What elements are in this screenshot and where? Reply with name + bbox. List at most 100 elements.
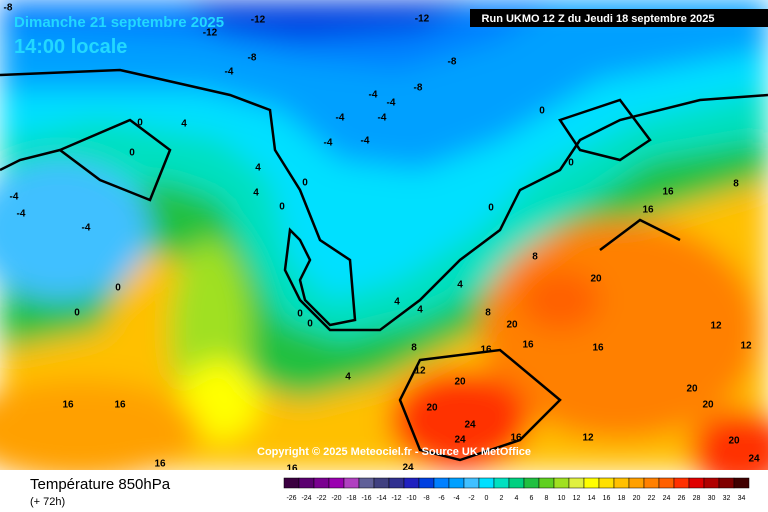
isotherm-label: 24 <box>402 463 414 474</box>
isotherm-label: 16 <box>510 433 522 444</box>
isotherm-label: 20 <box>686 384 698 395</box>
isotherm-label: -4 <box>387 98 396 109</box>
isotherm-label: -8 <box>4 3 13 14</box>
legend-label: 26 <box>678 495 686 502</box>
legend-swatch <box>493 477 510 489</box>
legend-label: 16 <box>603 495 611 502</box>
legend-label: 32 <box>723 495 731 502</box>
legend-swatch <box>403 477 420 489</box>
isotherm-label: 0 <box>115 283 121 294</box>
isotherm-label: 8 <box>411 343 417 354</box>
isotherm-label: 8 <box>532 252 538 263</box>
legend-label: 14 <box>588 495 596 502</box>
legend-swatch <box>538 477 555 489</box>
isotherm-label: 8 <box>485 308 491 319</box>
legend-label: 18 <box>618 495 626 502</box>
legend-label: 10 <box>558 495 566 502</box>
legend-label: 30 <box>708 495 716 502</box>
isotherm-label: 16 <box>642 205 654 216</box>
isotherm-label: 20 <box>702 400 714 411</box>
legend-swatch <box>328 477 345 489</box>
legend-label: 0 <box>485 495 489 502</box>
legend-label: 20 <box>633 495 641 502</box>
isotherm-label: 16 <box>592 343 604 354</box>
isotherm-label: 0 <box>129 148 135 159</box>
time-label: 14:00 locale <box>14 36 127 58</box>
isotherm-label: 4 <box>417 305 423 316</box>
isotherm-label: 0 <box>488 203 494 214</box>
isotherm-label: 12 <box>710 321 722 332</box>
legend-swatch <box>508 477 525 489</box>
legend-swatch <box>343 477 360 489</box>
legend-label: 24 <box>663 495 671 502</box>
legend-swatch <box>688 477 705 489</box>
footer-lead: (+ 72h) <box>30 496 65 508</box>
isotherm-label: 16 <box>114 400 126 411</box>
legend-label: 34 <box>738 495 746 502</box>
legend-label: -6 <box>438 495 444 502</box>
legend-label: -8 <box>423 495 429 502</box>
legend-label: -2 <box>468 495 474 502</box>
legend-swatch <box>298 477 315 489</box>
isotherm-label: -4 <box>10 192 19 203</box>
footer-title: Température 850hPa <box>30 476 171 493</box>
legend-swatch <box>463 477 480 489</box>
isotherm-label: -8 <box>248 53 257 64</box>
legend-label: 28 <box>693 495 701 502</box>
isotherm-label: 4 <box>457 280 463 291</box>
run-banner <box>470 9 768 27</box>
legend-swatch <box>718 477 735 489</box>
isotherm-label: 0 <box>568 158 574 169</box>
legend-swatch <box>448 477 465 489</box>
legend-swatch <box>628 477 645 489</box>
legend-swatch <box>373 477 390 489</box>
isotherm-label: -4 <box>369 90 378 101</box>
color-legend: -26 -24 -22 -20 -18 -16 -14 -12 -10 -8 -6 -4 -2 0 2 4 6 8… <box>283 477 750 502</box>
legend-label: -10 <box>406 495 416 502</box>
isotherm-label: 20 <box>728 436 740 447</box>
legend-label: -24 <box>301 495 311 502</box>
legend-swatch <box>523 477 540 489</box>
legend-label: -26 <box>286 495 296 502</box>
legend-label: 4 <box>515 495 519 502</box>
isotherm-label: 24 <box>464 420 476 431</box>
legend-swatch <box>568 477 585 489</box>
isotherm-label: 16 <box>154 459 166 470</box>
isotherm-label: 0 <box>74 308 80 319</box>
isotherm-label: 4 <box>181 119 187 130</box>
legend-swatch <box>418 477 435 489</box>
legend-swatch <box>643 477 660 489</box>
isotherm-label: 24 <box>454 435 466 446</box>
isotherm-label: 0 <box>297 309 303 320</box>
legend-swatch <box>478 477 495 489</box>
isotherm-label: 16 <box>62 400 74 411</box>
isotherm-label: 4 <box>394 297 400 308</box>
legend-swatch <box>358 477 375 489</box>
legend-label: -18 <box>346 495 356 502</box>
legend-label: 8 <box>545 495 549 502</box>
isotherm-label: 0 <box>302 178 308 189</box>
isotherm-label: -4 <box>361 136 370 147</box>
isotherm-label: 0 <box>307 319 313 330</box>
legend-label: -16 <box>361 495 371 502</box>
legend-label: 22 <box>648 495 656 502</box>
isotherm-label: 8 <box>733 179 739 190</box>
legend-label: 2 <box>500 495 504 502</box>
isotherm-label: 24 <box>748 454 760 465</box>
legend-label: -22 <box>316 495 326 502</box>
legend-swatch <box>553 477 570 489</box>
isotherm-label: 4 <box>345 372 351 383</box>
isotherm-label: 0 <box>279 202 285 213</box>
isotherm-label: 20 <box>426 403 438 414</box>
legend-swatch <box>613 477 630 489</box>
legend-swatch <box>388 477 405 489</box>
legend-label: -4 <box>453 495 459 502</box>
legend-swatch <box>283 477 300 489</box>
isotherm-label: 0 <box>539 106 545 117</box>
isotherm-label: -8 <box>414 83 423 94</box>
isotherm-label: 0 <box>137 118 143 129</box>
legend-label: 6 <box>530 495 534 502</box>
isotherm-label: 20 <box>590 274 602 285</box>
